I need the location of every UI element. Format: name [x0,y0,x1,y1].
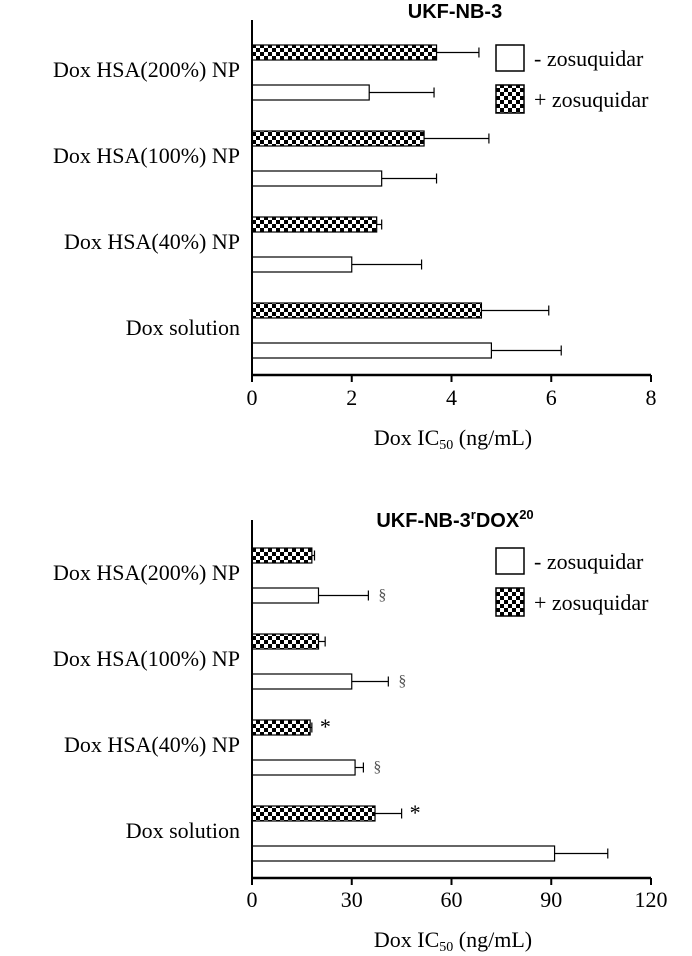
legend-swatch-plus [495,84,525,114]
bar-minus-zosuquidar [251,673,353,690]
x-tick-label: 2 [346,385,357,410]
x-tick-label: 4 [446,385,457,410]
x-tick-label: 60 [441,887,463,912]
bar-plus-zosuquidar [251,302,483,319]
x-axis-label-unit: (ng/mL) [453,927,532,952]
x-axis-label: Dox IC50 (ng/mL) [374,927,532,955]
legend-swatch-minus [495,44,525,72]
category-label: Dox HSA(200%) NP [53,560,240,585]
bar-plus-zosuquidar [251,805,376,822]
x-tick-label: 30 [341,887,363,912]
chart-title: UKF-NB-3 [408,1,502,23]
bar-plus-zosuquidar [251,44,438,61]
category-label: Dox HSA(100%) NP [53,143,240,168]
bar-minus-zosuquidar [251,170,383,187]
x-axis-label-main: Dox IC [374,927,439,952]
x-axis-label-subscript: 50 [439,438,453,453]
legend: - zosuquidar + zosuquidar [495,547,649,617]
significance-section-mark: § [378,587,386,604]
title-base: UKF-NB-3 [376,510,470,532]
bar-plus-zosuquidar [251,547,313,564]
chart-panel-2: UKF-NB-3rDOX20 Dox HSA(200%) NP § Dox HSA(1… [53,507,668,955]
title-base: UKF-NB-3 [408,1,502,23]
bar-minus-zosuquidar [251,845,556,862]
category-label: Dox solution [126,315,240,340]
x-axis-label-main: Dox IC [374,425,439,450]
significance-star: * [320,714,331,739]
x-tick-label: 120 [635,887,668,912]
legend-label-minus: - zosuquidar [534,549,644,574]
legend-swatch-minus [495,547,525,575]
chart-panel-1: UKF-NB-3 Dox HSA(200%) NP Dox HSA(100%) NP… [53,1,657,453]
x-tick-label: 8 [646,385,657,410]
bar-plus-zosuquidar [251,633,320,650]
bar-plus-zosuquidar [251,719,311,736]
category-label: Dox HSA(100%) NP [53,646,240,671]
bar-minus-zosuquidar [251,759,356,776]
x-tick-label: 0 [247,385,258,410]
chart-title: UKF-NB-3rDOX20 [376,507,533,532]
bar-minus-zosuquidar [251,84,370,101]
x-axis-label-unit: (ng/mL) [453,425,532,450]
category-label: Dox solution [126,818,240,843]
category-label: Dox HSA(200%) NP [53,57,240,82]
legend: - zosuquidar + zosuquidar [495,44,649,114]
significance-star: * [410,800,421,825]
x-axis-label-subscript: 50 [439,940,453,955]
bar-minus-zosuquidar [251,587,320,604]
x-tick-label: 90 [540,887,562,912]
significance-section-mark: § [373,759,381,776]
bar-minus-zosuquidar [251,256,353,273]
bar-minus-zosuquidar [251,342,492,359]
title-superscript: r [471,507,476,522]
significance-section-mark: § [398,673,406,690]
bar-plus-zosuquidar [251,216,378,233]
category-label: Dox HSA(40%) NP [64,732,240,757]
legend-label-plus: + zosuquidar [534,87,649,112]
legend-label-plus: + zosuquidar [534,590,649,615]
title-superscript: 20 [519,507,533,522]
x-tick-label: 0 [247,887,258,912]
title-mid: DOX [476,510,520,532]
x-axis-label: Dox IC50 (ng/mL) [374,425,532,453]
bar-plus-zosuquidar [251,130,425,147]
legend-swatch-plus [495,587,525,617]
legend-label-minus: - zosuquidar [534,46,644,71]
category-label: Dox HSA(40%) NP [64,229,240,254]
x-tick-label: 6 [546,385,557,410]
